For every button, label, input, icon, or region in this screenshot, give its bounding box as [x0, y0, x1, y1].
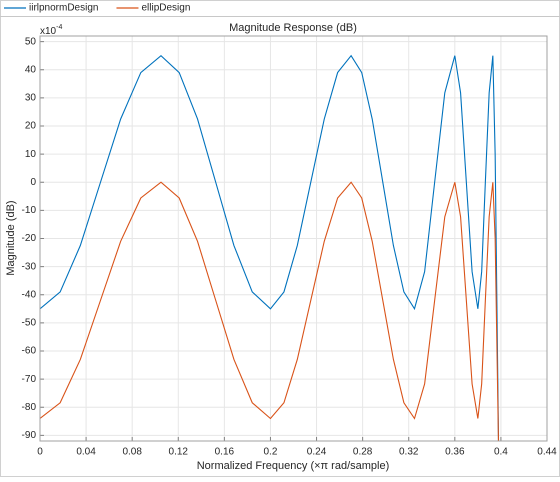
- legend-label: ellipDesign: [141, 3, 190, 14]
- x-tick-label: 0.32: [399, 447, 419, 458]
- x-tick-label: 0.4: [494, 447, 508, 458]
- x-tick-label: 0.24: [307, 447, 327, 458]
- series-line: [40, 54, 500, 441]
- x-tick-label: 0.16: [215, 447, 235, 458]
- y-tick-label: -30: [22, 261, 37, 272]
- chart-title: Magnitude Response (dB): [229, 22, 357, 34]
- y-tick-label: 10: [25, 149, 37, 160]
- x-tick-label: 0.2: [264, 447, 278, 458]
- y-tick-label: -60: [22, 346, 37, 357]
- x-tick-label: 0.44: [537, 447, 557, 458]
- plot-border: [39, 35, 548, 442]
- x-axis-label: Normalized Frequency (×π rad/sample): [197, 460, 390, 472]
- y-tick-label: 30: [25, 93, 37, 104]
- legend: iirlpnormDesign ellipDesign: [4, 3, 190, 14]
- x-tick-label: 0.08: [122, 447, 142, 458]
- y-tick-label: -50: [22, 318, 37, 329]
- series-line: [40, 181, 500, 441]
- y-tick-label: -20: [22, 233, 37, 244]
- y-tick-label: 20: [25, 121, 37, 132]
- y-tick-label: -90: [22, 430, 37, 441]
- y-multiplier-exponent: -4: [56, 24, 62, 31]
- x-tick-label: 0: [37, 447, 43, 458]
- y-tick-label: -80: [22, 402, 37, 413]
- y-tick-label: -40: [22, 289, 37, 300]
- y-multiplier: x10-4: [40, 24, 62, 37]
- y-tick-label: -10: [22, 205, 37, 216]
- lines: [40, 54, 500, 441]
- y-tick-label: 40: [25, 64, 37, 75]
- y-tick-label: 50: [25, 36, 37, 47]
- y-tick-label: -70: [22, 374, 37, 385]
- legend-label: iirlpnormDesign: [29, 3, 98, 14]
- y-axis-label: Magnitude (dB): [5, 200, 17, 275]
- y-multiplier-base: x10: [40, 26, 57, 37]
- x-tick-label: 0.36: [445, 447, 465, 458]
- x-tick-label: 0.12: [169, 447, 189, 458]
- x-tick-label: 0.04: [76, 447, 96, 458]
- y-tick-label: 0: [30, 177, 36, 188]
- x-tick-label: 0.28: [353, 447, 373, 458]
